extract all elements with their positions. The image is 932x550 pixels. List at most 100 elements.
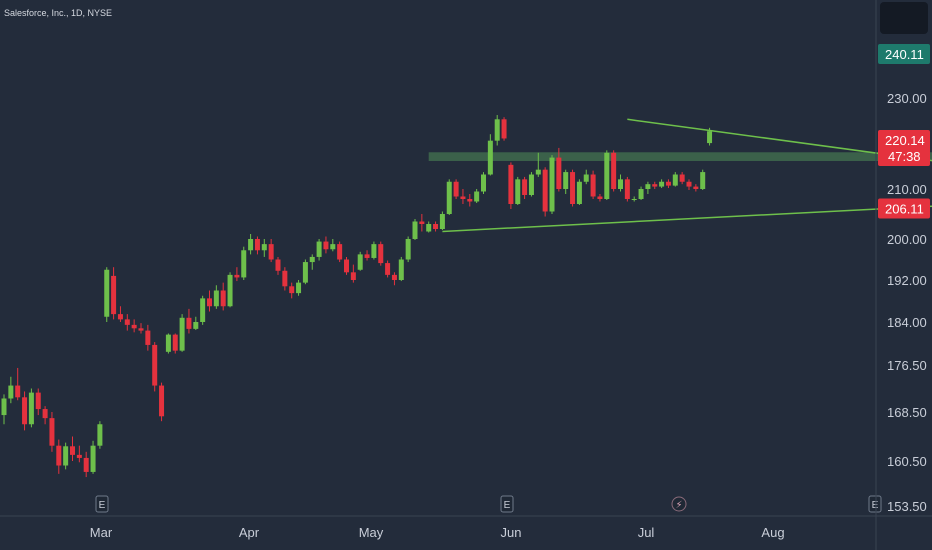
candle xyxy=(337,241,343,263)
candle xyxy=(22,391,28,431)
candle xyxy=(49,412,55,452)
candle xyxy=(234,267,240,282)
event-marker[interactable]: ⚡ xyxy=(671,496,687,512)
candle xyxy=(111,267,117,320)
candle xyxy=(364,250,370,261)
candle xyxy=(419,214,425,232)
candle xyxy=(391,272,397,286)
candle xyxy=(254,236,260,255)
candle xyxy=(528,172,534,197)
candle xyxy=(302,259,308,285)
candle xyxy=(1,394,7,425)
earnings-marker[interactable]: E xyxy=(95,495,109,513)
candle xyxy=(439,211,445,230)
candle xyxy=(56,439,62,474)
candle xyxy=(296,280,302,296)
candle xyxy=(515,176,521,205)
x-tick-label: May xyxy=(359,525,384,540)
candle xyxy=(542,167,548,217)
candle xyxy=(481,172,486,194)
x-tick-label: Mar xyxy=(90,525,113,540)
candle xyxy=(638,186,644,200)
candle xyxy=(28,388,34,428)
candle xyxy=(213,285,219,309)
candle xyxy=(186,308,192,334)
candle xyxy=(494,115,500,146)
x-tick-label: Apr xyxy=(239,525,260,540)
y-tick-label: 160.50 xyxy=(887,454,927,469)
candle xyxy=(576,179,582,205)
x-tick-label: Aug xyxy=(761,525,784,540)
candle xyxy=(83,451,89,478)
svg-text:E: E xyxy=(872,500,879,511)
triangle-lower-line[interactable] xyxy=(442,200,932,233)
candle xyxy=(15,367,21,401)
candle xyxy=(76,445,82,463)
candle xyxy=(138,323,144,334)
candle xyxy=(611,150,617,192)
candle xyxy=(570,169,576,207)
price-label-target: 240.11 xyxy=(878,44,930,64)
candle xyxy=(165,333,171,354)
candle xyxy=(590,170,596,199)
candle xyxy=(309,254,315,270)
y-tick-label: 168.50 xyxy=(887,405,927,420)
candle xyxy=(131,319,137,333)
candle xyxy=(624,176,630,202)
candle xyxy=(200,295,206,325)
y-tick-label: 192.00 xyxy=(887,273,927,288)
candle xyxy=(549,155,555,214)
y-tick-label: 230.00 xyxy=(887,91,927,106)
x-tick-label: Jul xyxy=(638,525,655,540)
svg-text:47:38: 47:38 xyxy=(888,149,921,164)
candle xyxy=(179,314,185,352)
candle xyxy=(172,333,178,354)
earnings-marker[interactable]: E xyxy=(500,495,514,513)
candle xyxy=(398,256,404,282)
resistance-zone[interactable] xyxy=(428,152,932,161)
candle xyxy=(665,179,671,189)
candle xyxy=(70,436,75,461)
price-label-stop: 206.11 xyxy=(878,198,930,219)
svg-text:240.11: 240.11 xyxy=(885,47,924,62)
candle xyxy=(316,239,322,261)
svg-text:206.11: 206.11 xyxy=(885,201,924,216)
candle xyxy=(426,221,432,233)
candle xyxy=(275,256,281,275)
candle xyxy=(8,376,14,404)
candle xyxy=(104,267,110,322)
candle xyxy=(90,440,96,474)
svg-text:⚡: ⚡ xyxy=(675,500,682,511)
candle xyxy=(631,196,637,202)
candle xyxy=(433,221,439,232)
candle xyxy=(193,316,199,331)
candle xyxy=(371,241,377,260)
candle xyxy=(412,219,418,241)
candle xyxy=(35,388,41,416)
candle xyxy=(659,179,665,189)
y-tick-label: 176.50 xyxy=(887,358,927,373)
triangle-upper-line[interactable] xyxy=(627,118,932,177)
y-tick-label: 184.00 xyxy=(887,315,927,330)
candle xyxy=(583,169,589,185)
candle xyxy=(145,324,151,351)
candle xyxy=(159,382,165,422)
candle xyxy=(152,342,158,392)
y-tick-label: 200.00 xyxy=(887,232,927,247)
candle xyxy=(508,162,514,209)
candle xyxy=(124,314,130,331)
chart-title: Salesforce, Inc., 1D, NYSE xyxy=(4,8,112,18)
candle xyxy=(618,174,623,192)
candle xyxy=(467,194,473,207)
candle xyxy=(241,246,247,280)
candle xyxy=(330,239,336,252)
y-tick-label: 210.00 xyxy=(887,182,927,197)
candle xyxy=(405,236,411,263)
svg-text:220.14: 220.14 xyxy=(885,133,925,148)
candle xyxy=(522,176,528,199)
earnings-marker[interactable]: E xyxy=(868,495,882,513)
candle xyxy=(357,251,363,271)
chart-menu-button[interactable] xyxy=(880,2,928,34)
